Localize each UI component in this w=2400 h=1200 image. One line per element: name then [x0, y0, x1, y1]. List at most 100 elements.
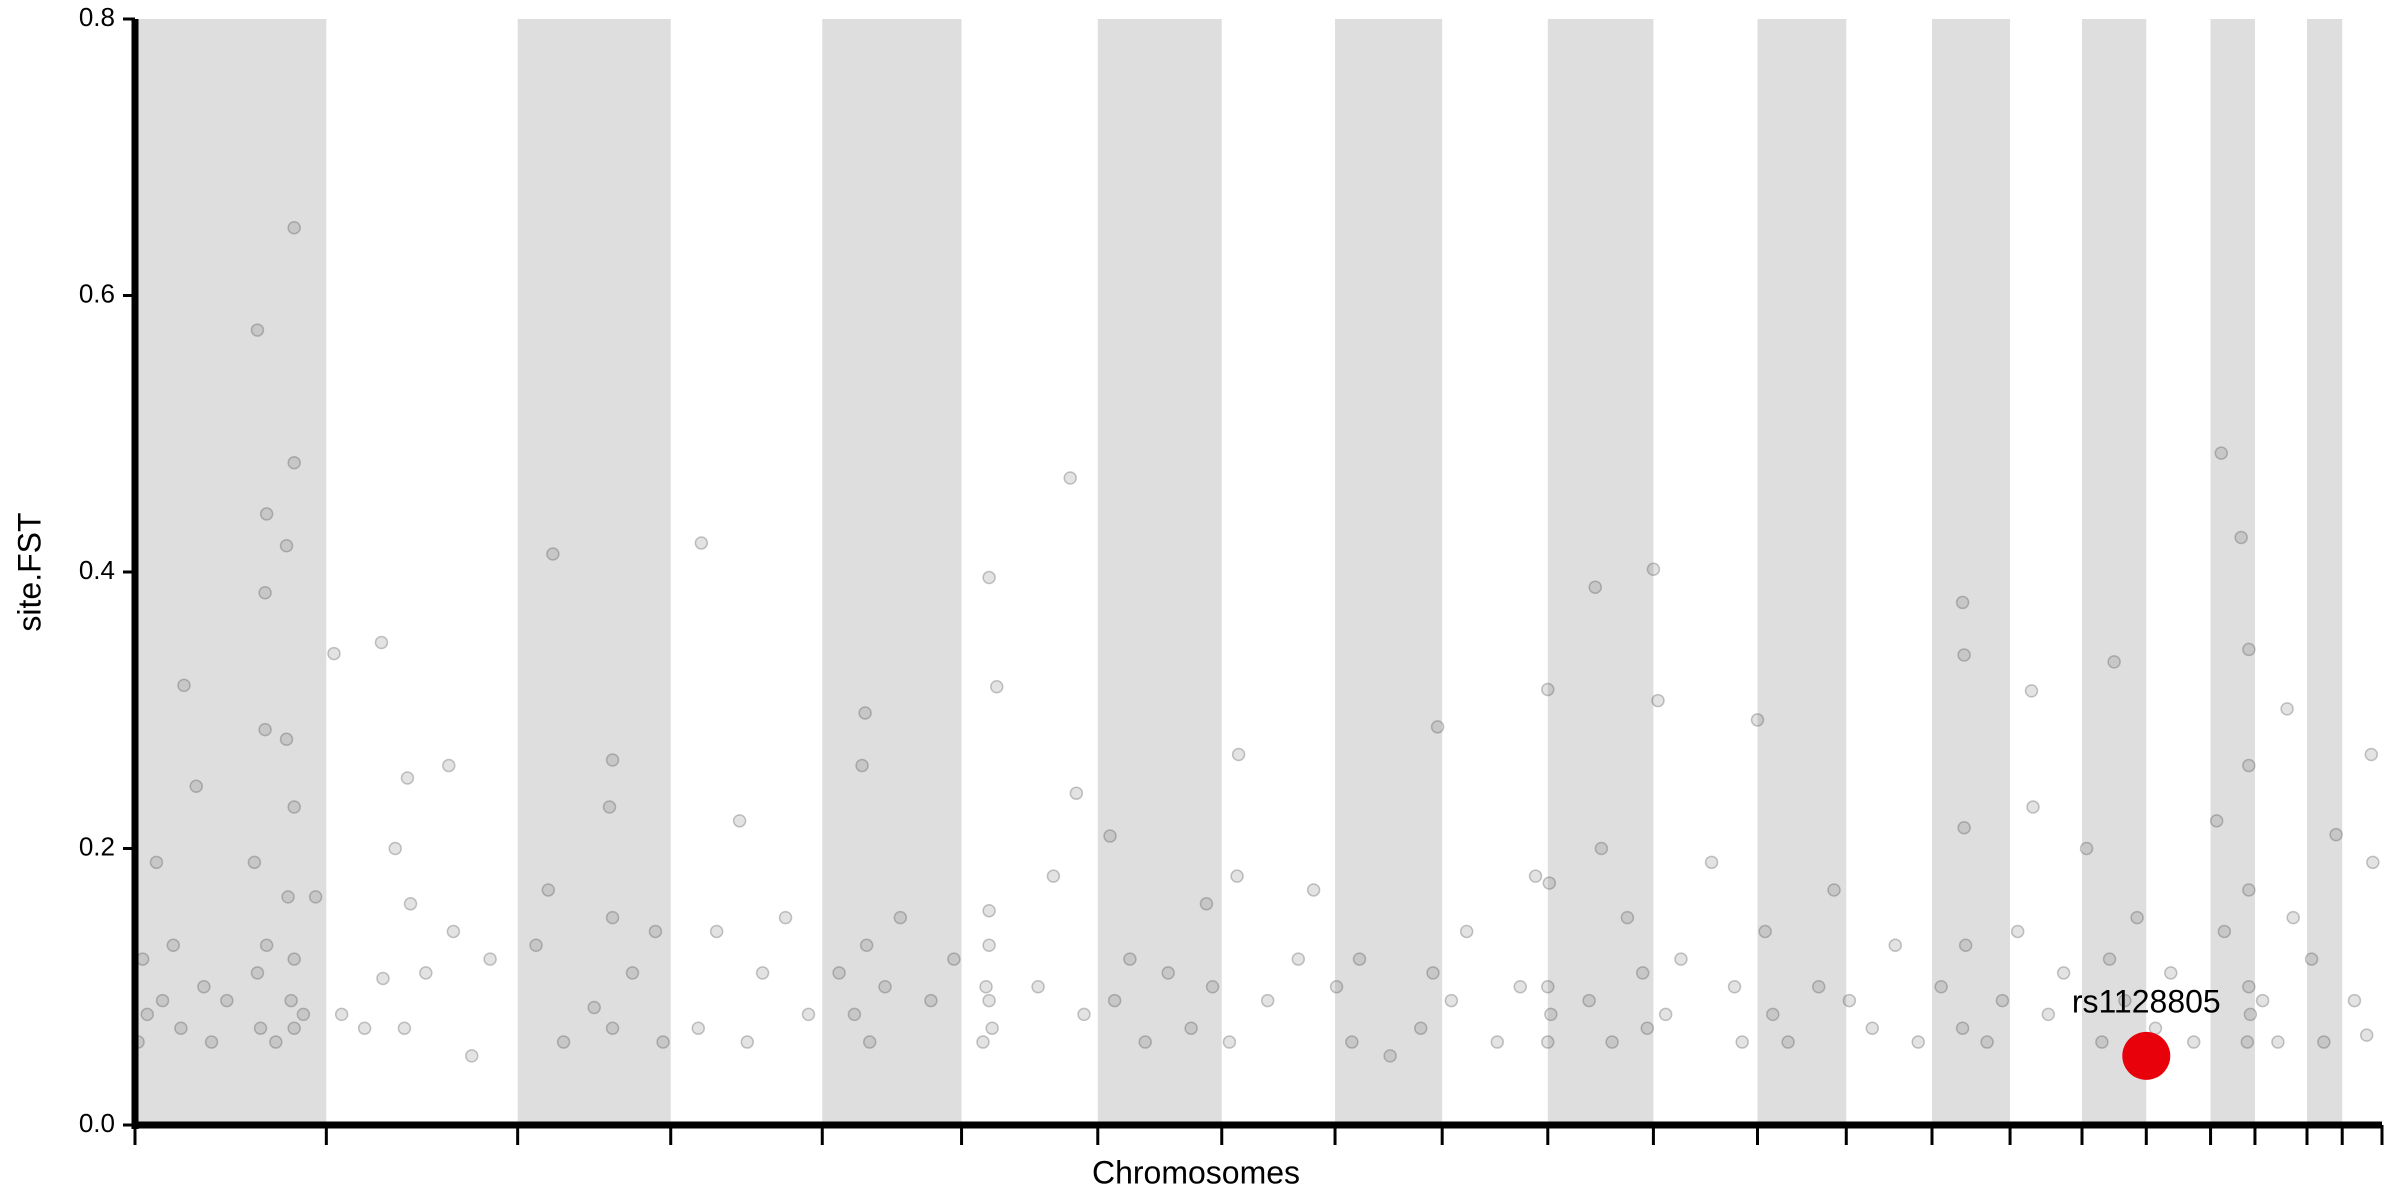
- data-point: [2271, 1035, 2285, 1049]
- chromosome-band: [2210, 19, 2255, 1125]
- data-point: [1674, 952, 1688, 966]
- data-point: [732, 814, 747, 828]
- data-point: [166, 938, 181, 953]
- data-point: [287, 456, 301, 470]
- chromosome-band: [1097, 19, 1222, 1125]
- data-point: [740, 1035, 755, 1049]
- data-point: [2240, 1035, 2255, 1049]
- data-point: [403, 897, 418, 911]
- data-point: [281, 890, 295, 904]
- data-point: [1138, 1035, 1152, 1049]
- data-point: [2102, 952, 2117, 966]
- data-point: [247, 855, 262, 870]
- data-point: [1459, 924, 1474, 939]
- data-point: [556, 1035, 571, 1049]
- data-point: [2280, 702, 2294, 716]
- data-point: [2242, 883, 2256, 897]
- data-point: [2317, 1035, 2331, 1049]
- data-point: [2242, 758, 2256, 773]
- data-point: [1345, 1035, 1359, 1049]
- data-point: [801, 1007, 816, 1022]
- y-axis-label: site.FST: [11, 512, 47, 631]
- data-point: [1620, 910, 1635, 925]
- data-point: [1635, 966, 1650, 980]
- data-point: [878, 980, 892, 994]
- data-point: [334, 1007, 349, 1022]
- data-point: [220, 993, 234, 1008]
- data-point: [1490, 1035, 1505, 1049]
- data-point: [2209, 814, 2224, 828]
- data-point: [2366, 855, 2380, 870]
- data-point: [1528, 869, 1543, 883]
- data-point: [1063, 471, 1077, 485]
- data-point: [605, 1021, 620, 1035]
- y-tick-label: 0.2: [79, 831, 115, 861]
- data-point: [1957, 648, 1971, 662]
- data-point: [1230, 869, 1244, 883]
- data-point: [1605, 1035, 1619, 1049]
- data-point: [855, 758, 869, 773]
- data-point: [924, 993, 938, 1008]
- data-point: [858, 706, 872, 720]
- data-point: [2214, 446, 2229, 460]
- data-point: [546, 547, 560, 561]
- data-point: [1750, 713, 1765, 727]
- data-point: [397, 1021, 412, 1035]
- data-point: [2242, 980, 2256, 994]
- data-point: [893, 910, 908, 925]
- data-point: [296, 1007, 311, 1022]
- data-point: [985, 1021, 999, 1035]
- data-point: [284, 993, 298, 1008]
- data-point: [1888, 938, 1903, 953]
- data-point: [1541, 1035, 1555, 1049]
- data-point: [2056, 966, 2071, 980]
- chromosome-band: [822, 19, 962, 1125]
- data-point: [1934, 980, 1948, 994]
- data-point: [990, 679, 1004, 694]
- data-point: [2286, 910, 2300, 925]
- data-point: [357, 1021, 372, 1035]
- data-point: [982, 938, 996, 953]
- y-tick-label: 0.4: [79, 555, 115, 585]
- chromosome-band: [1931, 19, 2011, 1125]
- data-point: [1735, 1035, 1749, 1049]
- data-point: [862, 1035, 877, 1049]
- data-point: [2107, 655, 2121, 669]
- data-point: [1107, 993, 1122, 1008]
- data-point: [140, 1007, 154, 1022]
- x-axis-label: Chromosomes: [1092, 1154, 1300, 1190]
- data-point: [419, 966, 433, 980]
- data-point: [1865, 1021, 1880, 1035]
- data-point: [250, 323, 265, 337]
- data-point: [1995, 993, 2010, 1008]
- data-point: [1291, 952, 1306, 966]
- data-point: [1413, 1021, 1428, 1035]
- data-point: [832, 966, 846, 980]
- data-point: [2026, 800, 2040, 814]
- data-point: [1827, 883, 1841, 897]
- highlight-point: [2122, 1031, 2171, 1080]
- data-point: [1306, 883, 1321, 897]
- data-point: [2329, 827, 2343, 842]
- data-point: [1260, 993, 1275, 1008]
- data-point: [258, 585, 272, 600]
- data-point: [1651, 693, 1665, 708]
- data-point: [982, 993, 996, 1008]
- data-point: [2118, 993, 2132, 1008]
- data-point: [388, 841, 402, 856]
- data-point: [1588, 580, 1602, 594]
- data-point: [1658, 1007, 1673, 1022]
- data-point: [1383, 1049, 1397, 1063]
- data-point: [2243, 1007, 2258, 1022]
- data-point: [2364, 747, 2379, 762]
- data-point: [2234, 530, 2248, 545]
- chromosome-band: [517, 19, 671, 1125]
- data-point: [2130, 910, 2144, 925]
- background: [135, 19, 2343, 1125]
- data-point: [149, 855, 164, 870]
- chromosome-band: [2306, 19, 2343, 1125]
- chromosome-band: [1335, 19, 1443, 1125]
- data-point: [859, 938, 874, 953]
- data-point: [1980, 1035, 1994, 1049]
